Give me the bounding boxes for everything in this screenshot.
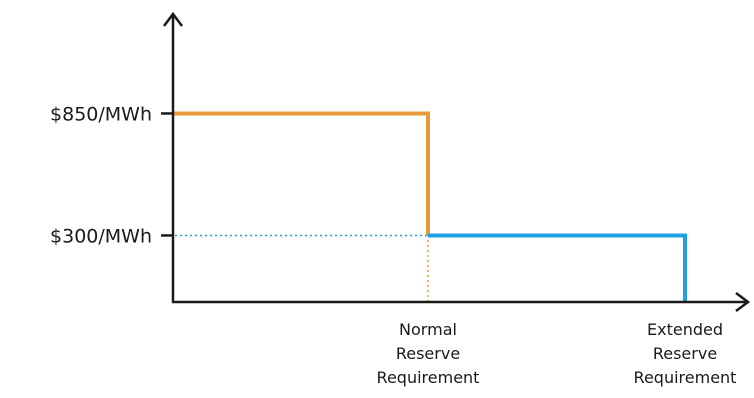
series: [173, 111, 687, 302]
category-labels: Normal Reserve Requirement Extended Reserve R…: [377, 320, 737, 387]
x-category-label-extended-line-0: Extended: [647, 320, 723, 339]
tick-labels: $850/MWh $300/MWh: [50, 103, 173, 247]
x-category-label-extended-line-2: Requirement: [634, 368, 737, 387]
x-category-label-extended-line-1: Reserve: [653, 344, 717, 363]
x-category-label-extended: Extended Reserve Requirement: [634, 320, 737, 387]
y-tick-label-1: $300/MWh: [50, 225, 152, 247]
guides: [175, 234, 429, 302]
x-axis-arrowhead: [735, 292, 751, 312]
x-category-label-normal-line-0: Normal: [399, 320, 457, 339]
x-category-label-normal: Normal Reserve Requirement: [377, 320, 480, 387]
axes: [163, 11, 751, 312]
x-category-label-normal-line-1: Reserve: [396, 344, 460, 363]
y-tick-label-0: $850/MWh: [50, 103, 152, 125]
y-axis-arrowhead: [163, 11, 183, 27]
x-category-label-normal-line-2: Requirement: [377, 368, 480, 387]
